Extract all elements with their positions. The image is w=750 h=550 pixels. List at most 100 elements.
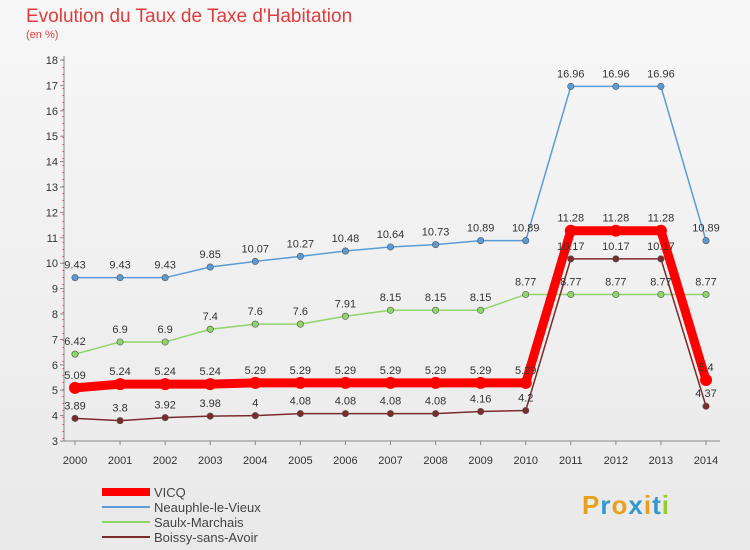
logo-letter: P: [582, 490, 601, 520]
y-tick-label-9: 9: [52, 284, 58, 296]
data-label-Saulx-Marchais-2009: 8.15: [470, 292, 491, 304]
data-label-VICQ-2000: 5.09: [64, 370, 85, 382]
point-Neauphle-le-Vieux-2011: [567, 82, 575, 90]
y-tick-label-3: 3: [52, 436, 58, 448]
data-label-VICQ-2006: 5.29: [335, 365, 356, 377]
data-label-Boissy-sans-Avoir-2008: 4.08: [425, 396, 446, 408]
point-Neauphle-le-Vieux-2005: [296, 252, 304, 260]
data-label-Boissy-sans-Avoir-2003: 3.98: [200, 398, 221, 410]
x-tick-label-2000: 2000: [63, 455, 87, 467]
x-tick-label-2002: 2002: [153, 455, 177, 467]
point-Saulx-Marchais-2007: [386, 306, 394, 314]
data-label-VICQ-2010: 5.29: [515, 365, 536, 377]
data-label-Boissy-sans-Avoir-2009: 4.16: [470, 394, 491, 406]
point-Saulx-Marchais-2014: [702, 290, 710, 298]
chart-subtitle: (en %): [26, 29, 59, 41]
data-label-Saulx-Marchais-2010: 8.77: [515, 276, 536, 288]
point-Neauphle-le-Vieux-2004: [251, 257, 259, 265]
data-label-Neauphle-le-Vieux-2003: 9.85: [200, 249, 221, 261]
x-tick-label-2004: 2004: [243, 455, 267, 467]
data-label-Neauphle-le-Vieux-2011: 16.96: [557, 68, 585, 80]
legend-entry-VICQ: VICQ: [154, 485, 186, 500]
point-Neauphle-le-Vieux-2006: [341, 247, 349, 255]
point-Neauphle-le-Vieux-2012: [612, 82, 620, 90]
point-Saulx-Marchais-2008: [432, 306, 440, 314]
y-tick-label-17: 17: [46, 80, 58, 92]
point-VICQ-2001: [114, 378, 127, 391]
point-Boissy-sans-Avoir-2003: [206, 412, 214, 420]
x-tick-label-2013: 2013: [649, 455, 673, 467]
point-Neauphle-le-Vieux-2001: [116, 274, 124, 282]
point-VICQ-2003: [204, 378, 217, 391]
y-tick-label-18: 18: [46, 55, 58, 67]
data-label-Neauphle-le-Vieux-2007: 10.64: [377, 229, 405, 241]
data-label-VICQ-2012: 11.28: [602, 213, 629, 225]
logo-letter: t: [652, 490, 662, 520]
x-tick-label-2001: 2001: [108, 455, 132, 467]
point-Saulx-Marchais-2006: [341, 312, 349, 320]
point-Saulx-Marchais-2010: [522, 290, 530, 298]
point-Saulx-Marchais-2011: [567, 290, 575, 298]
data-label-VICQ-2014: 5.4: [698, 362, 713, 374]
y-tick-label-4: 4: [52, 411, 58, 423]
point-Neauphle-le-Vieux-2000: [71, 274, 79, 282]
data-label-Neauphle-le-Vieux-2004: 10.07: [242, 243, 270, 255]
data-label-Neauphle-le-Vieux-2002: 9.43: [154, 260, 175, 272]
point-Saulx-Marchais-2004: [251, 320, 259, 328]
point-Boissy-sans-Avoir-2007: [386, 410, 394, 418]
x-tick-label-2008: 2008: [423, 455, 447, 467]
point-Boissy-sans-Avoir-2001: [116, 417, 124, 425]
data-label-VICQ-2001: 5.24: [109, 366, 130, 378]
data-label-Neauphle-le-Vieux-2013: 16.96: [647, 68, 675, 80]
point-Neauphle-le-Vieux-2008: [432, 241, 440, 249]
data-label-VICQ-2008: 5.29: [425, 365, 446, 377]
logo-letter: i: [661, 490, 670, 520]
point-Boissy-sans-Avoir-2004: [251, 412, 259, 420]
y-tick-label-10: 10: [46, 258, 58, 270]
data-label-VICQ-2013: 11.28: [648, 213, 675, 225]
point-Saulx-Marchais-2013: [657, 290, 665, 298]
data-label-Boissy-sans-Avoir-2005: 4.08: [290, 396, 311, 408]
point-VICQ-2002: [159, 378, 172, 391]
point-Saulx-Marchais-2001: [116, 338, 124, 346]
y-tick-label-14: 14: [46, 157, 58, 169]
data-label-Boissy-sans-Avoir-2010: 4.2: [518, 393, 533, 405]
data-label-Boissy-sans-Avoir-2007: 4.08: [380, 396, 401, 408]
point-VICQ-2006: [339, 376, 352, 389]
x-tick-label-2007: 2007: [378, 455, 402, 467]
point-Boissy-sans-Avoir-2014: [702, 402, 710, 410]
data-label-Saulx-Marchais-2012: 8.77: [605, 276, 626, 288]
data-label-Saulx-Marchais-2013: 8.77: [650, 276, 671, 288]
data-label-Saulx-Marchais-2001: 6.9: [112, 324, 127, 336]
data-label-Boissy-sans-Avoir-2006: 4.08: [335, 396, 356, 408]
data-label-Neauphle-le-Vieux-2006: 10.48: [332, 233, 360, 245]
legend-entry-Neauphle-le-Vieux: Neauphle-le-Vieux: [154, 500, 261, 515]
x-tick-label-2011: 2011: [559, 455, 583, 467]
y-tick-label-15: 15: [46, 131, 58, 143]
data-label-Saulx-Marchais-2006: 7.91: [335, 298, 356, 310]
y-tick-label-16: 16: [46, 106, 58, 118]
point-VICQ-2009: [474, 376, 487, 389]
point-VICQ-2008: [429, 376, 442, 389]
point-VICQ-2011: [564, 224, 577, 237]
y-tick-label-8: 8: [52, 309, 58, 321]
point-Boissy-sans-Avoir-2011: [567, 255, 575, 263]
y-tick-label-5: 5: [52, 385, 58, 397]
legend-entry-Saulx-Marchais: Saulx-Marchais: [154, 515, 244, 530]
data-label-VICQ-2009: 5.29: [470, 365, 491, 377]
point-Neauphle-le-Vieux-2013: [657, 82, 665, 90]
data-label-VICQ-2007: 5.29: [380, 365, 401, 377]
data-label-Neauphle-le-Vieux-2012: 16.96: [602, 68, 630, 80]
logo-letter: x: [628, 490, 644, 520]
data-label-Neauphle-le-Vieux-2009: 10.89: [467, 223, 495, 235]
data-label-Saulx-Marchais-2014: 8.77: [695, 276, 716, 288]
point-Saulx-Marchais-2012: [612, 290, 620, 298]
point-Saulx-Marchais-2003: [206, 325, 214, 333]
x-tick-label-2009: 2009: [468, 455, 492, 467]
data-label-Boissy-sans-Avoir-2000: 3.89: [64, 400, 85, 412]
point-Boissy-sans-Avoir-2006: [341, 410, 349, 418]
point-Neauphle-le-Vieux-2002: [161, 274, 169, 282]
chart-title: Evolution du Taux de Taxe d'Habitation: [26, 6, 353, 27]
point-Saulx-Marchais-2000: [71, 350, 79, 358]
